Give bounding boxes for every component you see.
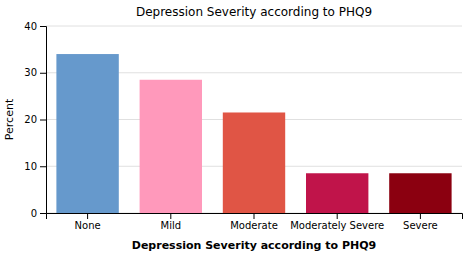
x-tick-label: None [75,220,101,231]
chart: 0 10 20 30 40 None Mild Moderate Moderately Seve… [0,0,474,257]
x-axis-title: Depression Severity according to PHQ9 [132,239,376,252]
y-tick: 40 [24,21,46,32]
grid-line [46,26,462,27]
bar [306,173,368,213]
x-tick: None [75,213,101,231]
y-tick-mark [40,166,46,167]
y-tick: 30 [24,67,46,78]
y-tick-label: 20 [24,114,37,125]
y-tick-mark [40,26,46,27]
x-tick-label: Mild [161,220,182,231]
y-tick: 10 [24,161,46,172]
axis-domain [47,214,463,220]
y-tick-label: 30 [24,67,37,78]
x-axis: None Mild Moderate Moderately Severe Severe [47,213,463,231]
y-tick: 20 [24,114,46,125]
bar [389,173,451,213]
y-tick: 0 [31,208,46,219]
y-axis: 0 10 20 30 40 [24,21,46,219]
title: Depression Severity according to PHQ9 [136,5,372,19]
bar [140,80,202,213]
x-tick: Moderately Severe [290,213,384,231]
grid [46,26,462,213]
bar [223,112,285,213]
x-tick-mark [337,213,338,219]
x-tick-mark [170,213,171,219]
axis-domain [40,27,47,214]
bars [56,54,451,213]
x-tick-label: Moderate [230,220,278,231]
x-tick: Moderate [230,213,278,231]
x-tick: Mild [161,213,182,231]
x-tick-mark [254,213,255,219]
y-tick-mark [40,73,46,74]
y-tick-label: 0 [31,208,37,219]
x-tick: Severe [403,213,438,231]
x-tick-mark [87,213,88,219]
x-tick-label: Moderately Severe [290,220,384,231]
y-tick-mark [40,120,46,121]
bar [56,54,118,213]
x-tick-mark [420,213,421,219]
y-tick-mark [40,213,46,214]
y-tick-label: 10 [24,161,37,172]
y-axis-title: Percent [3,98,16,140]
plot: 0 10 20 30 40 None Mild Moderate Moderately Seve… [24,21,462,231]
y-tick-label: 40 [24,21,37,32]
x-tick-label: Severe [403,220,438,231]
